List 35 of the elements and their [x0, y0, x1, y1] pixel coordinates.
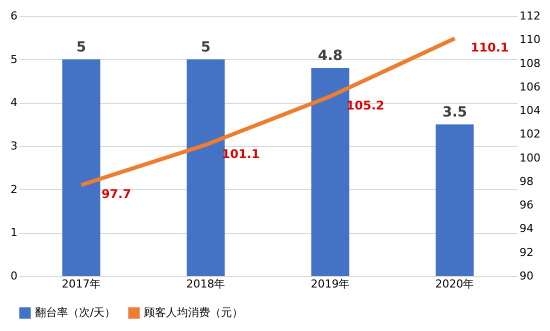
y-tick-label: 0	[10, 270, 18, 282]
x-tick-label: 2018年	[186, 278, 226, 290]
y2-tick-label: 112	[520, 10, 540, 22]
bar	[186, 59, 225, 276]
y-tick-label: 1	[10, 226, 18, 240]
y2-tick-label: 94	[520, 222, 534, 236]
y-tick-label: 5	[10, 52, 18, 66]
data-label: 5	[200, 39, 211, 56]
y2-tick-label: 100	[520, 151, 540, 164]
data-label: 110.1	[470, 40, 509, 54]
legend-label: 顾客人均消费（元）	[144, 306, 243, 319]
bar	[311, 68, 350, 276]
data-label: 97.7	[101, 187, 132, 201]
bar	[436, 124, 474, 276]
legend-label: 翻台率（次/天）	[35, 306, 116, 319]
y2-tick-label: 104	[520, 104, 540, 118]
y2-tick-label: 106	[520, 80, 540, 94]
y2-tick-label: 90	[520, 270, 534, 282]
x-tick-label: 2017年	[62, 278, 101, 290]
y-tick-label: 6	[10, 10, 18, 22]
data-label: 3.5	[442, 104, 468, 120]
data-label: 5	[76, 39, 86, 56]
y2-tick-label: 92	[520, 246, 534, 259]
y2-tick-label: 108	[520, 56, 540, 70]
y-tick-label: 2	[10, 182, 18, 196]
data-label: 4.8	[318, 48, 343, 64]
y2-tick-label: 102	[520, 128, 540, 141]
y-tick-label: 4	[10, 96, 18, 110]
bar	[62, 59, 100, 276]
y-tick-label: 3	[10, 140, 18, 152]
x-tick-label: 2020年	[435, 278, 474, 290]
y2-tick-label: 110	[520, 33, 540, 46]
y2-tick-label: 98	[520, 174, 534, 188]
x-tick-label: 2019年	[310, 278, 350, 290]
y2-tick-label: 96	[520, 198, 534, 212]
